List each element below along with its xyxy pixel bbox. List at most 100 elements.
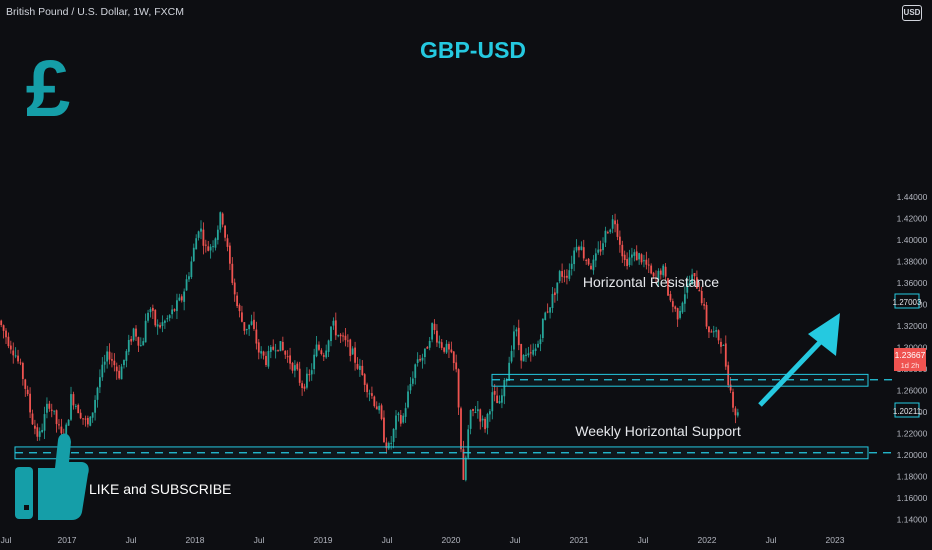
candle-body	[724, 343, 727, 367]
candle-body	[679, 310, 681, 318]
candle-body	[604, 230, 607, 243]
candle-body	[546, 311, 549, 313]
y-tick-label: 1.16000	[897, 493, 928, 503]
x-tick-label: 2021	[570, 535, 589, 545]
candle-body	[135, 328, 137, 337]
candle-body	[544, 312, 547, 320]
candle-body	[156, 324, 159, 327]
candle-body	[522, 354, 525, 362]
candle-body	[428, 341, 431, 348]
candle-body	[407, 391, 409, 408]
x-tick-label: Jul	[510, 535, 521, 545]
candle-body	[736, 412, 739, 416]
candle-body	[404, 408, 407, 417]
candle-body	[419, 358, 421, 361]
candle-body	[228, 245, 231, 264]
candle-body	[344, 335, 347, 341]
candle-body	[645, 259, 648, 265]
candle-body	[293, 365, 296, 371]
candle-body	[643, 260, 645, 262]
candle-body	[298, 368, 301, 383]
candle-body	[727, 365, 730, 386]
candle-body	[96, 387, 99, 400]
candle-body	[178, 297, 181, 301]
candle-body	[70, 394, 72, 420]
candle-body	[67, 419, 70, 426]
candle-body	[21, 362, 24, 379]
candle-body	[161, 322, 164, 327]
candle-body	[34, 425, 36, 429]
candle-body	[241, 312, 243, 322]
candle-body	[508, 362, 511, 381]
candle-body	[115, 366, 118, 372]
x-tick-label: Jul	[126, 535, 137, 545]
candle-body	[337, 335, 340, 337]
candle-body	[399, 415, 402, 424]
candle-body	[306, 373, 308, 388]
candle-body	[585, 259, 588, 261]
candle-body	[363, 374, 366, 385]
support-price-badge: 1.20211	[893, 402, 922, 418]
thumbs-up-icon[interactable]	[15, 433, 89, 521]
candle-body	[255, 329, 258, 344]
candle-body	[361, 365, 364, 375]
candle-body	[416, 359, 419, 363]
candle-body	[315, 344, 318, 357]
candle-body	[614, 220, 616, 225]
candle-body	[224, 225, 226, 238]
svg-text:1d 2h: 1d 2h	[901, 361, 920, 370]
y-tick-label: 1.22000	[897, 429, 928, 439]
candle-body	[86, 417, 89, 425]
time-axis[interactable]: Jul 2017 Jul 2018 Jul 2019 Jul 2020 Jul 2021 Jul 20…	[1, 535, 845, 545]
y-tick-label: 1.20000	[897, 450, 928, 460]
candle-body	[190, 261, 193, 278]
candle-body	[628, 257, 631, 266]
pound-sign-icon: £	[26, 44, 71, 133]
candle-body	[626, 259, 628, 267]
candle-body	[618, 236, 621, 245]
candle-body	[732, 391, 734, 408]
candle-body	[188, 276, 190, 280]
candle-body	[204, 244, 207, 246]
candle-body	[60, 426, 63, 434]
y-tick-label: 1.42000	[897, 214, 928, 224]
candle-body	[154, 309, 157, 326]
candle-body	[676, 308, 679, 320]
price-axis[interactable]: 1.140001.160001.180001.200001.220001.240…	[897, 192, 928, 525]
symbol-info[interactable]: British Pound / U.S. Dollar, 1W, FXCM	[6, 6, 184, 18]
candle-body	[272, 346, 275, 350]
candle-body	[113, 360, 116, 366]
candle-body	[498, 401, 501, 404]
candle-body	[351, 348, 354, 355]
candle-body	[103, 361, 106, 365]
candle-body	[163, 320, 166, 323]
x-tick-label: Jul	[766, 535, 777, 545]
candle-body	[226, 238, 229, 247]
candle-body	[476, 409, 479, 412]
candle-body	[532, 349, 535, 355]
candle-body	[657, 270, 660, 281]
candle-body	[265, 356, 267, 366]
candle-body	[696, 277, 698, 289]
currency-badge[interactable]: USD	[902, 5, 922, 21]
candle-body	[72, 394, 75, 406]
candle-body	[9, 345, 12, 350]
like-subscribe-text[interactable]: LIKE and SUBSCRIBE	[89, 481, 231, 497]
candle-body	[578, 246, 580, 251]
candle-body	[342, 335, 344, 337]
candle-body	[132, 328, 135, 341]
candle-body	[541, 318, 544, 339]
candle-body	[330, 326, 332, 342]
candle-body	[5, 330, 7, 338]
candle-body	[12, 350, 15, 356]
candle-body	[267, 351, 270, 367]
candle-body	[48, 403, 51, 409]
x-tick-label: 2022	[698, 535, 717, 545]
candle-body	[43, 414, 46, 431]
candle-body	[58, 424, 60, 426]
candle-body	[717, 330, 720, 341]
candle-body	[616, 223, 619, 237]
candle-body	[183, 291, 186, 302]
